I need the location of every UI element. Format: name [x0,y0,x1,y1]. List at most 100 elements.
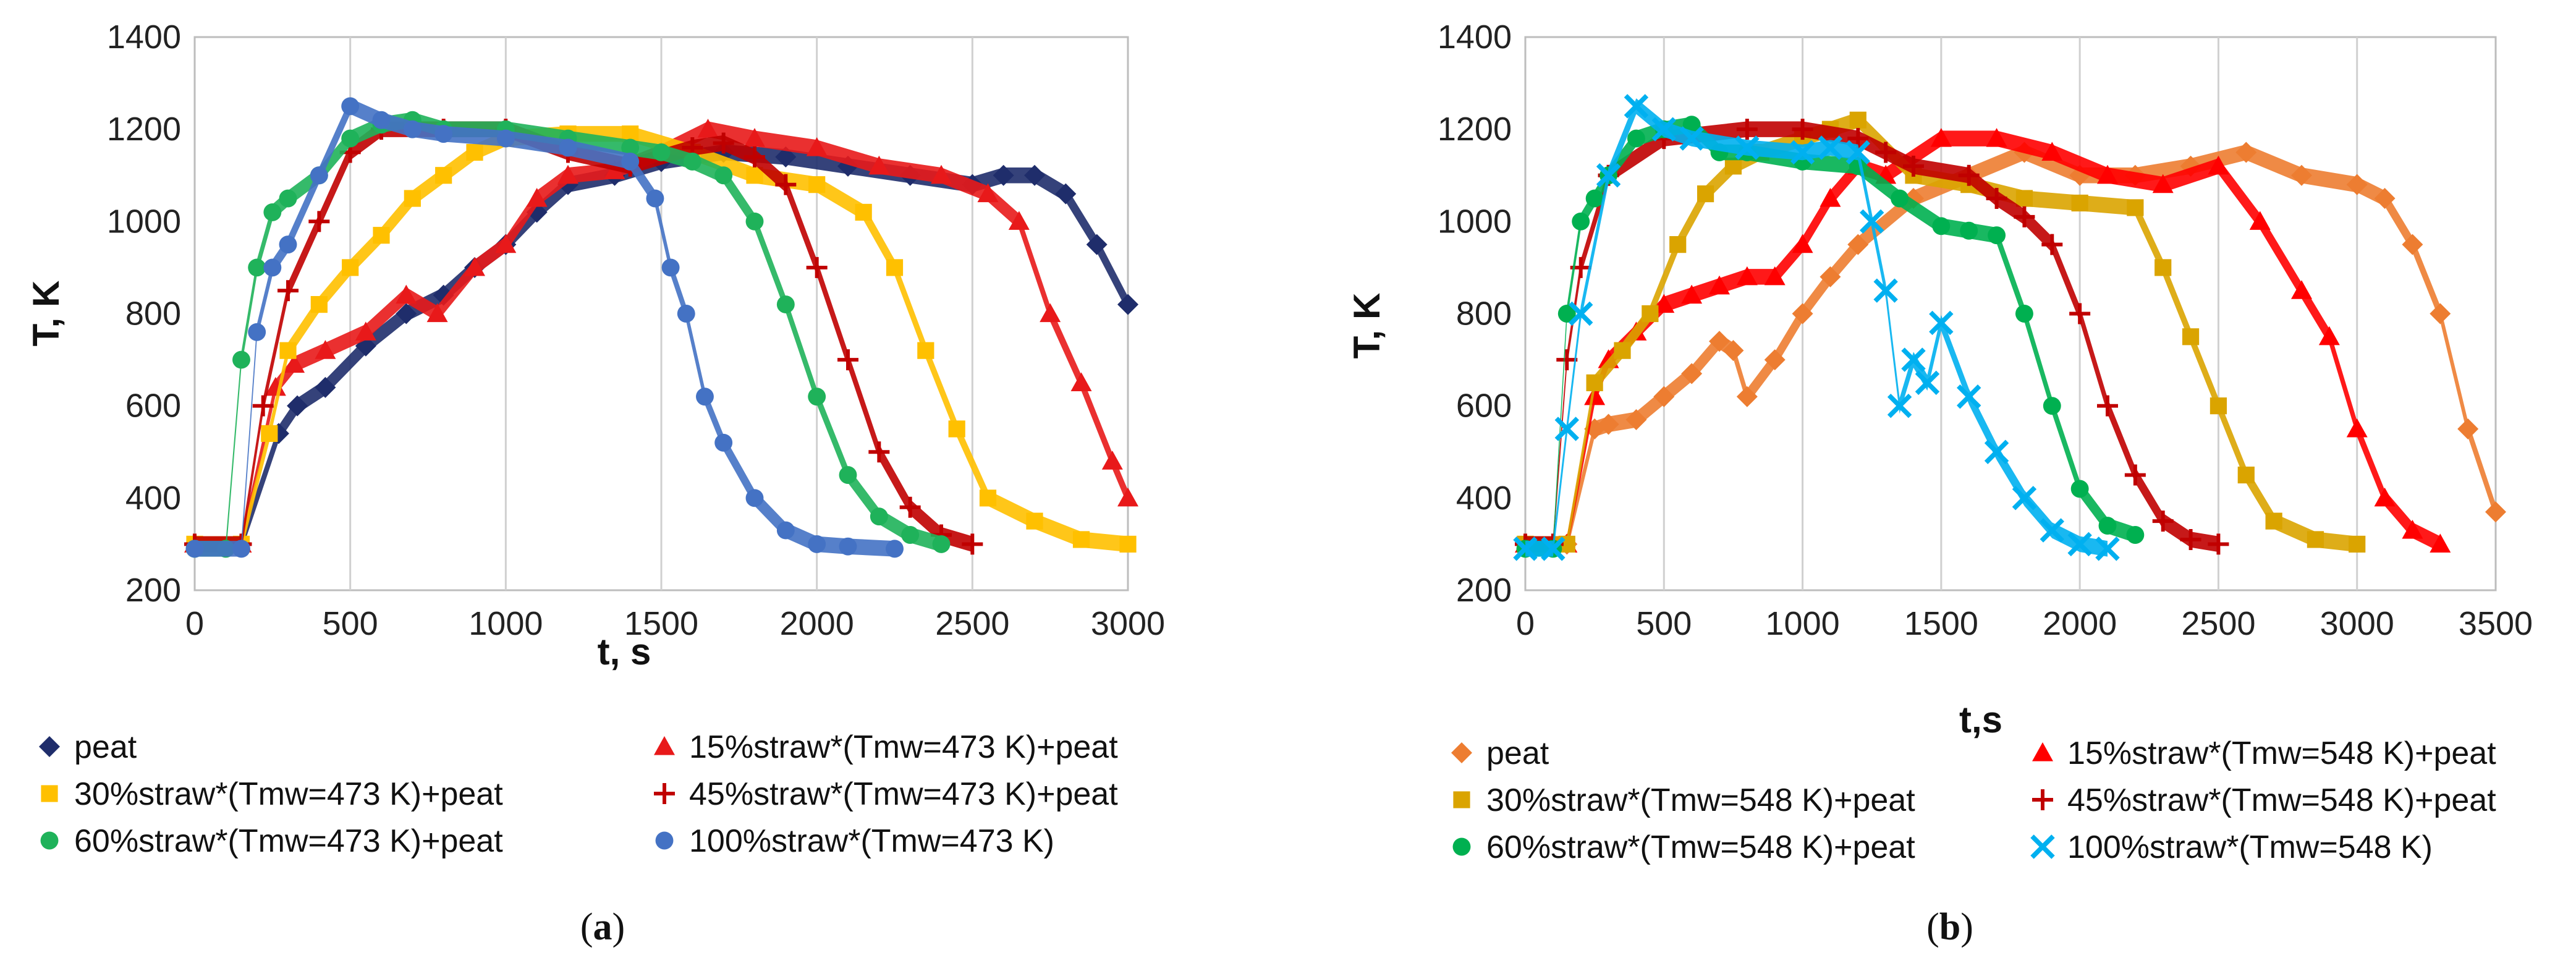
data-point-45-straw-tmw-548-k-peat-10 [1903,155,1924,177]
data-point-100-straw-tmw-473-k-16 [696,388,714,406]
data-point-45-straw-tmw-473-k-peat-2 [252,395,274,417]
data-point-60-straw-tmw-473-k-peat-5 [279,189,297,208]
data-point-15-straw-tmw-548-k-peat-6 [1681,284,1703,304]
legend-marker-peat [1451,742,1472,763]
data-point-30-straw-tmw-473-k-peat-21 [1026,512,1043,530]
legend-a-label-peat: peat [74,729,137,765]
data-point-peat-21 [2291,164,2312,186]
data-point-30-straw-tmw-548-k-peat-6 [1697,185,1714,203]
legend-a-label-15-straw: 15%straw*(Tmw=473 K)+peat [689,729,1118,765]
data-point-15-straw-tmw-548-k-peat-26 [2430,533,2451,553]
legend-marker-15-straw-tmw-548-k-peat [2032,742,2053,761]
data-point-30-straw-tmw-548-k-peat-11 [1849,111,1866,129]
x-tick-label-500: 500 [1636,605,1692,642]
data-point-100-straw-tmw-473-k-19 [776,521,795,540]
data-point-60-straw-tmw-473-k-peat-17 [745,212,764,231]
data-point-30-straw-tmw-473-k-peat-6 [373,227,390,244]
data-point-100-straw-tmw-548-k-5 [1624,94,1649,119]
data-point-60-straw-tmw-548-k-peat-21 [2126,526,2145,544]
data-point-45-straw-tmw-548-k-peat-9 [1875,142,1897,163]
data-point-100-straw-tmw-548-k-1 [1541,536,1566,561]
data-point-100-straw-tmw-548-k-15 [1901,347,1926,372]
legend-marker-100-straw-tmw-473-k [655,831,674,850]
data-point-100-straw-tmw-473-k-14 [661,258,680,277]
data-point-60-straw-tmw-473-k-peat-16 [714,166,733,185]
legend-b-label-100-straw: 100%straw*(Tmw=548 K) [2067,829,2433,865]
chart-b-series [1513,94,2506,561]
y-tick-label-1400: 1400 [107,19,181,56]
data-point-15-straw-tmw-548-k-peat-23 [2346,418,2368,438]
legend-b-label-60-straw: 60%straw*(Tmw=548 K)+peat [1486,829,1915,865]
data-point-30-straw-tmw-548-k-peat-21 [2265,512,2282,530]
data-point-100-straw-tmw-548-k-14 [1887,393,1912,418]
y-tick-label-400: 400 [1456,480,1512,517]
data-point-45-straw-tmw-548-k-peat-2 [1556,349,1578,371]
legend-a-item-30-straw: 30%straw*(Tmw=473 K)+peat [41,776,503,812]
data-point-30-straw-tmw-548-k-peat-19 [2210,397,2227,415]
series-band-60-straw-tmw-548-k-peat [1525,116,2135,557]
x-tick-label-1000: 1000 [1766,605,1840,642]
chart-a-x-axis-label: t, s [598,631,651,672]
data-point-30-straw-tmw-548-k-peat-5 [1669,236,1687,253]
data-point-60-straw-tmw-473-k-peat-15 [683,152,701,171]
data-point-peat-13 [1847,234,1869,255]
chart-a-legend: peat 30%straw*(Tmw=473 K)+peat 60%straw*… [39,729,1118,859]
data-point-60-straw-tmw-473-k-peat-2 [232,350,250,369]
data-point-15-straw-tmw-473-k-peat-19 [977,183,999,203]
y-tick-label-600: 600 [1456,388,1512,425]
data-point-45-straw-tmw-473-k-peat-18 [899,496,921,518]
data-point-100-straw-tmw-473-k-11 [559,138,577,157]
data-point-60-straw-tmw-548-k-peat-18 [2043,397,2061,415]
data-point-30-straw-tmw-473-k-peat-18 [917,342,934,359]
data-point-45-straw-tmw-473-k-peat-16 [837,349,858,371]
data-point-100-straw-tmw-548-k-2 [1554,417,1579,441]
data-point-100-straw-tmw-473-k-21 [839,537,857,556]
data-point-60-straw-tmw-548-k-peat-19 [2070,480,2089,498]
legend-a-item-peat: peat [39,729,137,765]
data-point-peat-22 [2346,174,2368,195]
data-point-60-straw-tmw-548-k-peat-3 [1572,212,1590,231]
data-point-100-straw-tmw-548-k-12 [1860,209,1884,234]
data-point-60-straw-tmw-548-k-peat-13 [1891,189,1909,208]
data-point-30-straw-tmw-473-k-peat-23 [1119,535,1137,553]
data-point-15-straw-tmw-473-k-peat-14 [697,119,719,138]
data-point-30-straw-tmw-548-k-peat-2 [1586,374,1603,391]
data-point-45-straw-tmw-473-k-peat-3 [278,280,299,302]
data-point-100-straw-tmw-548-k-13 [1873,278,1898,303]
data-point-peat-11 [1792,303,1813,324]
data-point-100-straw-tmw-473-k-12 [621,152,640,171]
legend-a-item-15-straw: 15%straw*(Tmw=473 K)+peat [654,729,1118,765]
data-point-peat-27 [2485,501,2506,523]
x-tick-label-2000: 2000 [780,605,854,642]
data-point-60-straw-tmw-473-k-peat-18 [776,295,795,314]
data-point-30-straw-tmw-548-k-peat-20 [2237,466,2255,484]
data-point-15-straw-tmw-548-k-peat-16 [2041,142,2063,161]
legend-marker-shape-peat [39,736,60,757]
data-point-60-straw-tmw-473-k-peat-14 [652,143,671,161]
data-point-15-straw-tmw-548-k-peat-7 [1709,275,1730,295]
data-point-45-straw-tmw-548-k-peat-14 [2041,234,2063,255]
x-tick-label-1500: 1500 [1904,605,1978,642]
data-point-15-straw-tmw-473-k-peat-3 [284,354,305,373]
data-point-100-straw-tmw-473-k-3 [263,258,282,277]
x-tick-label-3500: 3500 [2459,605,2533,642]
data-point-45-straw-tmw-473-k-peat-12 [713,132,734,154]
chart-a-y-axis-label: T, K [25,281,67,347]
legend-b-label-15-straw: 15%straw*(Tmw=548 K)+peat [2067,735,2496,771]
legend-marker-peat [39,736,60,757]
data-point-15-straw-tmw-548-k-peat-18 [2152,174,2174,193]
data-point-30-straw-tmw-548-k-peat-22 [2307,531,2324,548]
data-point-100-straw-tmw-548-k-8 [1735,135,1760,160]
data-point-15-straw-tmw-548-k-peat-22 [2318,326,2340,345]
data-point-15-straw-tmw-548-k-peat-21 [2291,280,2312,299]
data-point-45-straw-tmw-548-k-peat-11 [1958,164,1980,186]
legend-marker-shape-45-straw-tmw-473-k-peat [654,783,675,804]
data-point-60-straw-tmw-548-k-peat-20 [2098,517,2117,535]
x-tick-label-1000: 1000 [468,605,543,642]
data-point-60-straw-tmw-473-k-peat-19 [808,388,826,406]
data-point-15-straw-tmw-473-k-peat-15 [744,128,765,147]
data-point-30-straw-tmw-548-k-peat-16 [2127,199,2144,216]
data-point-peat-7 [1709,331,1730,352]
data-point-30-straw-tmw-473-k-peat-19 [948,420,965,438]
